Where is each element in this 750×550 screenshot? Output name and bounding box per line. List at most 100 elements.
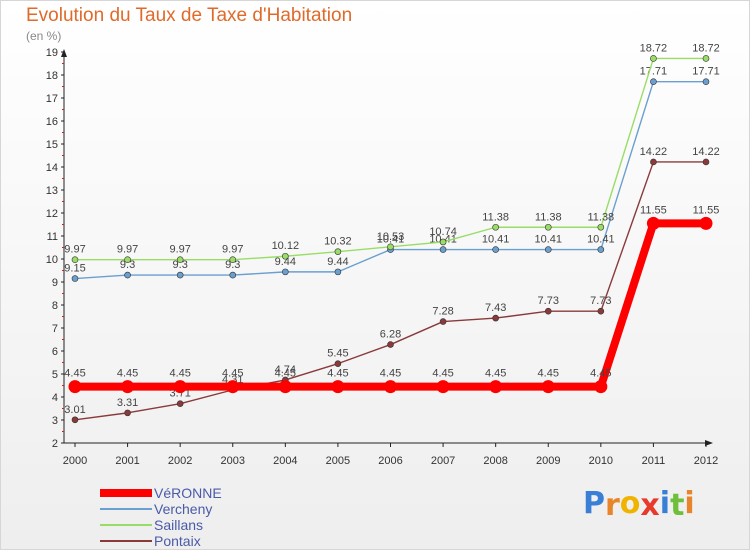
data-point [334, 248, 342, 255]
logo-letter: P [583, 486, 605, 521]
data-point [229, 256, 237, 263]
data-label: 9.3 [120, 259, 135, 271]
series-v-ronne: 4.45 4.45 4.45 4.45 4.45 4.45 4.45 4.45 4.45 4.45… [64, 204, 720, 394]
data-label: 7.73 [590, 295, 611, 307]
data-label: 3.31 [117, 397, 138, 409]
x-tick-label: 2000 [63, 455, 87, 467]
data-label: 11.38 [535, 211, 562, 223]
data-point [334, 360, 342, 367]
logo-letter: o [619, 486, 641, 521]
data-point [68, 380, 82, 394]
data-point [71, 275, 79, 282]
chart-title: Evolution du Taux de Taxe d'Habitation [26, 5, 353, 26]
data-label: 11.55 [693, 204, 720, 216]
data-label: 4.45 [485, 368, 506, 380]
data-label: 4.45 [380, 368, 401, 380]
data-point [278, 380, 292, 394]
data-point [489, 380, 503, 394]
legend-swatch [100, 540, 152, 542]
data-label: 11.38 [482, 211, 509, 223]
data-point [121, 380, 135, 394]
data-label: 9.97 [169, 244, 190, 256]
data-label: 18.72 [692, 42, 720, 54]
data-point [702, 55, 710, 62]
data-point [541, 380, 555, 394]
data-point [439, 238, 447, 246]
data-point [282, 252, 289, 260]
data-point [71, 416, 79, 424]
y-tick-label: 18 [46, 70, 58, 82]
data-label: 7.43 [485, 302, 506, 314]
y-tick-label: 8 [52, 300, 58, 312]
data-point [702, 78, 710, 85]
logo-letter: i [684, 486, 695, 521]
data-point [229, 271, 237, 279]
data-label: 11.38 [587, 211, 614, 223]
data-label: 10.41 [587, 234, 615, 246]
data-label: 10.41 [377, 234, 405, 246]
data-point [439, 318, 447, 325]
data-label: 10.41 [534, 234, 562, 246]
y-tick-label: 6 [52, 346, 58, 358]
data-label: 4.45 [169, 368, 190, 380]
data-label: 14.22 [692, 146, 720, 158]
data-point [597, 223, 605, 231]
data-point [124, 409, 131, 417]
y-tick-label: 10 [46, 254, 58, 266]
logo-letter: x [640, 488, 660, 523]
proxiti-logo: Proxiti [583, 486, 695, 523]
data-label: 6.28 [380, 329, 401, 341]
y-tick-label: 14 [46, 162, 58, 174]
data-point [650, 55, 657, 62]
data-label: 7.28 [432, 306, 453, 318]
data-label: 17.71 [640, 66, 668, 78]
data-label: 10.53 [377, 231, 405, 243]
data-point [544, 223, 552, 231]
data-label: 4.45 [64, 368, 85, 380]
y-tick-label: 9 [52, 277, 58, 289]
data-point [176, 400, 184, 407]
data-label: 4.45 [222, 368, 243, 380]
legend-label: Saillans [154, 517, 204, 533]
data-point [436, 380, 450, 394]
data-label: 11.55 [640, 204, 667, 216]
data-label: 9.97 [117, 244, 138, 256]
x-tick-label: 2007 [431, 455, 455, 467]
data-point [124, 256, 131, 263]
data-point [650, 158, 657, 166]
data-point [176, 271, 184, 279]
data-label: 4.45 [117, 368, 138, 380]
data-point [544, 246, 552, 253]
data-label: 9.44 [327, 256, 348, 268]
y-axis-arrow [61, 49, 67, 57]
legend-swatch [100, 508, 152, 510]
legend-label: VéRONNE [154, 485, 222, 501]
data-point [176, 256, 184, 263]
x-tick-label: 2010 [589, 455, 613, 467]
data-label: 9.3 [173, 259, 188, 271]
data-point [439, 246, 447, 253]
x-tick-label: 2002 [168, 455, 192, 467]
x-tick-label: 2004 [273, 455, 297, 467]
data-label: 9.15 [64, 263, 85, 275]
data-label: 7.73 [538, 295, 559, 307]
data-label: 4.74 [275, 364, 296, 376]
data-point [387, 341, 394, 348]
data-point [597, 307, 605, 315]
y-tick-label: 17 [46, 93, 58, 105]
x-tick-label: 2009 [536, 455, 560, 467]
data-label: 5.45 [327, 348, 348, 360]
data-point [71, 256, 79, 263]
legend-swatch [100, 489, 152, 497]
data-label: 9.97 [222, 244, 243, 256]
y-tick-label: 3 [52, 415, 58, 427]
data-point [492, 246, 499, 253]
logo-letter: i [659, 486, 671, 521]
data-point [544, 307, 552, 315]
data-point [331, 380, 345, 394]
data-label: 14.22 [640, 146, 668, 158]
data-label: 3.71 [169, 388, 190, 400]
x-tick-label: 2003 [221, 455, 245, 467]
data-label: 10.74 [429, 226, 457, 238]
data-point [384, 380, 397, 394]
